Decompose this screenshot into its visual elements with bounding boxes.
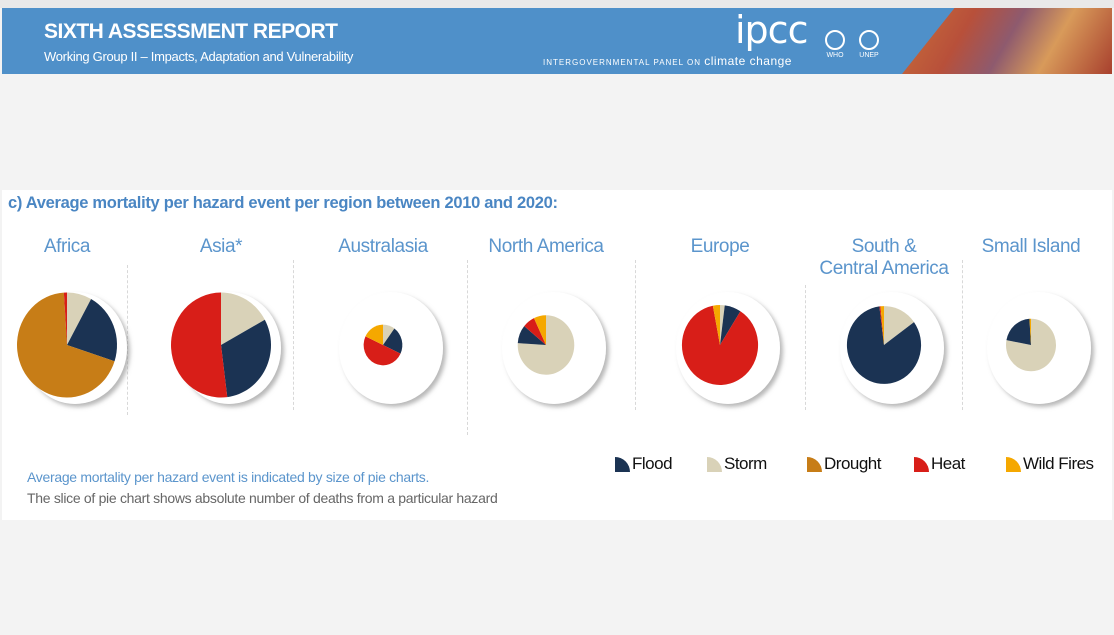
- legend-label: Drought: [824, 454, 881, 473]
- report-subtitle: Working Group II – Impacts, Adaptation a…: [44, 49, 354, 64]
- slice-storm: [67, 292, 92, 345]
- pie-small-island: [987, 292, 1091, 404]
- ipcc-sub-small: INTERGOVERNMENTAL PANEL ON: [543, 58, 702, 67]
- legend-label: Flood: [632, 454, 673, 473]
- region-label: South & Central America: [819, 236, 949, 279]
- legend-swatch-icon: [707, 457, 722, 472]
- pie-europe: [676, 292, 780, 404]
- legend-item: Flood: [614, 454, 673, 474]
- column-divider: [127, 265, 128, 415]
- slice-wild-fires: [365, 324, 383, 345]
- unep-emblem-icon: [859, 30, 879, 50]
- region-label: Australasia: [338, 236, 428, 257]
- slice-heat: [681, 305, 759, 385]
- slice-flood: [383, 328, 403, 354]
- slice-flood: [846, 306, 922, 384]
- region-label: Europe: [690, 236, 750, 257]
- region-label: North America: [488, 236, 604, 257]
- region-label: Africa: [43, 236, 91, 257]
- pie-australasia: [339, 292, 443, 404]
- legend-item: Storm: [706, 454, 767, 474]
- slice-storm: [221, 292, 265, 345]
- slice-flood: [720, 305, 741, 345]
- slice-flood: [1006, 318, 1031, 345]
- pie-africa: [16, 292, 127, 404]
- slice-flood: [517, 326, 546, 345]
- slice-wild-fires: [1029, 318, 1031, 345]
- ipcc-logo: ipcc: [735, 8, 808, 52]
- column-divider: [635, 260, 636, 410]
- slice-flood: [221, 319, 271, 398]
- pie-north-america: [502, 292, 606, 404]
- slice-heat: [879, 306, 884, 345]
- who-label: WHO: [826, 52, 844, 59]
- region-label: Small Island: [981, 236, 1081, 257]
- unep-label: UNEP: [859, 52, 879, 59]
- column-divider: [805, 285, 806, 410]
- legend-label: Heat: [931, 454, 965, 473]
- slice-wild-fires: [880, 306, 884, 345]
- legend-label: Storm: [724, 454, 767, 473]
- slice-drought: [16, 292, 115, 398]
- slice-storm: [720, 305, 725, 345]
- legend-swatch-icon: [914, 457, 929, 472]
- size-note: Average mortality per hazard event is in…: [27, 469, 430, 485]
- slice-flood: [67, 298, 118, 362]
- report-header: SIXTH ASSESSMENT REPORT Working Group II…: [2, 8, 1112, 74]
- legend-swatch-icon: [615, 457, 630, 472]
- unep-logo: UNEP: [854, 30, 884, 59]
- top-border: [0, 0, 1114, 8]
- column-divider: [293, 260, 294, 410]
- ipcc-logo-subtitle: INTERGOVERNMENTAL PANEL ON climate chang…: [543, 54, 792, 68]
- legend-item: Wild Fires: [1005, 454, 1094, 474]
- legend-item: Heat: [913, 454, 965, 474]
- slice-heat: [171, 292, 228, 398]
- slice-wild-fires: [712, 305, 720, 345]
- legend-swatch-icon: [1006, 457, 1021, 472]
- column-divider: [962, 260, 963, 410]
- ipcc-sub-large: climate change: [704, 54, 792, 68]
- chart-title: c) Average mortality per hazard event pe…: [8, 194, 558, 212]
- report-title: SIXTH ASSESSMENT REPORT: [44, 20, 338, 43]
- legend-swatch-icon: [807, 457, 822, 472]
- who-emblem-icon: [825, 30, 845, 50]
- slice-heat: [63, 292, 67, 345]
- slice-storm: [884, 306, 914, 345]
- region-label: Asia*: [199, 236, 243, 257]
- slice-storm: [383, 324, 395, 345]
- slice-wild-fires: [533, 315, 546, 345]
- slice-heat: [363, 336, 401, 366]
- slice-note: The slice of pie chart shows absolute nu…: [27, 490, 498, 506]
- legend-label: Wild Fires: [1023, 454, 1094, 473]
- slice-heat: [524, 318, 546, 345]
- column-divider: [467, 260, 468, 435]
- legend-item: Drought: [806, 454, 881, 474]
- pie-asia-: [171, 292, 281, 404]
- who-logo: WHO: [820, 30, 850, 59]
- pie-south-central-america: [840, 292, 944, 404]
